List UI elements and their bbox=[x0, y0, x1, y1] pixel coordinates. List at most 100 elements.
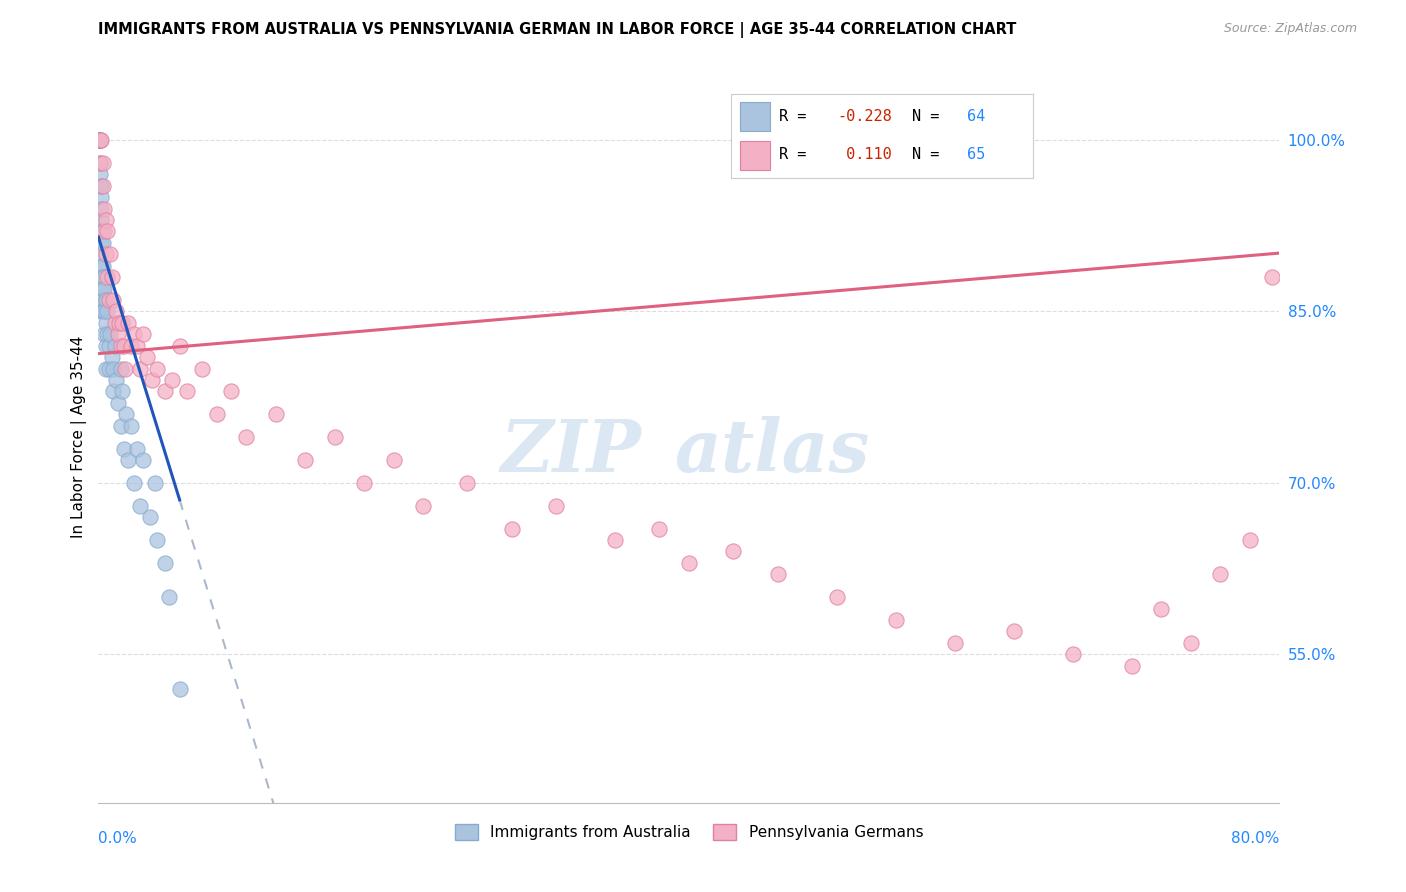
Point bbox=[98, 247, 121, 261]
Point bbox=[176, 384, 198, 399]
Point bbox=[96, 304, 118, 318]
Point bbox=[105, 304, 128, 318]
Point bbox=[103, 293, 125, 307]
Point bbox=[219, 384, 242, 399]
Text: R =: R = bbox=[779, 147, 815, 162]
Point bbox=[1121, 658, 1143, 673]
Point bbox=[128, 361, 150, 376]
Point bbox=[98, 327, 121, 342]
Point bbox=[136, 350, 159, 364]
Point bbox=[122, 475, 145, 490]
Legend: Immigrants from Australia, Pennsylvania Germans: Immigrants from Australia, Pennsylvania … bbox=[449, 818, 929, 847]
Point bbox=[89, 156, 111, 170]
Point bbox=[90, 213, 112, 227]
Point bbox=[91, 235, 114, 250]
Point bbox=[132, 453, 155, 467]
Point bbox=[93, 224, 115, 238]
Point bbox=[1239, 533, 1261, 547]
Point bbox=[94, 293, 117, 307]
Text: ZIP: ZIP bbox=[501, 417, 641, 487]
Text: N =: N = bbox=[912, 109, 949, 124]
Point bbox=[90, 259, 112, 273]
Point bbox=[146, 361, 169, 376]
Point bbox=[89, 133, 111, 147]
Point bbox=[723, 544, 745, 558]
Point bbox=[1180, 636, 1202, 650]
Point bbox=[157, 590, 180, 604]
Point bbox=[456, 475, 478, 490]
Point bbox=[89, 133, 111, 147]
Point bbox=[90, 202, 112, 216]
Point bbox=[501, 521, 523, 535]
Point bbox=[112, 442, 135, 456]
Point bbox=[90, 235, 112, 250]
Point bbox=[100, 350, 122, 364]
Point bbox=[111, 316, 134, 330]
FancyBboxPatch shape bbox=[740, 103, 770, 131]
Point bbox=[125, 442, 148, 456]
Point bbox=[93, 270, 115, 285]
Point bbox=[108, 316, 131, 330]
Point bbox=[120, 418, 142, 433]
Text: -0.228: -0.228 bbox=[837, 109, 891, 124]
Text: Source: ZipAtlas.com: Source: ZipAtlas.com bbox=[1223, 22, 1357, 36]
Point bbox=[162, 373, 183, 387]
Point bbox=[97, 293, 120, 307]
Point bbox=[605, 533, 627, 547]
Point bbox=[89, 167, 111, 181]
Point bbox=[97, 361, 120, 376]
Text: 0.0%: 0.0% bbox=[98, 831, 138, 847]
Point bbox=[169, 339, 191, 353]
Point bbox=[90, 178, 112, 193]
Point bbox=[107, 327, 129, 342]
Text: IMMIGRANTS FROM AUSTRALIA VS PENNSYLVANIA GERMAN IN LABOR FORCE | AGE 35-44 CORR: IMMIGRANTS FROM AUSTRALIA VS PENNSYLVANI… bbox=[98, 22, 1017, 38]
Point bbox=[323, 430, 346, 444]
Point bbox=[93, 202, 115, 216]
Point bbox=[90, 247, 112, 261]
Point bbox=[89, 156, 111, 170]
Point bbox=[89, 133, 111, 147]
Point bbox=[96, 327, 118, 342]
Point bbox=[117, 453, 139, 467]
Point bbox=[103, 361, 125, 376]
Point bbox=[115, 407, 138, 421]
Point bbox=[91, 304, 114, 318]
Point bbox=[96, 224, 118, 238]
Point bbox=[91, 293, 114, 307]
Point bbox=[93, 281, 115, 295]
Point bbox=[235, 430, 257, 444]
Point bbox=[1261, 270, 1284, 285]
Point bbox=[114, 361, 136, 376]
Point bbox=[91, 270, 114, 285]
Point bbox=[143, 475, 166, 490]
Point bbox=[153, 384, 176, 399]
Point bbox=[94, 213, 117, 227]
Text: N =: N = bbox=[912, 147, 949, 162]
Point bbox=[1150, 601, 1173, 615]
Text: atlas: atlas bbox=[673, 417, 869, 487]
Text: 0.110: 0.110 bbox=[837, 147, 891, 162]
Point bbox=[117, 316, 139, 330]
Point bbox=[93, 304, 115, 318]
Point bbox=[128, 499, 150, 513]
Point bbox=[111, 384, 134, 399]
Point bbox=[169, 681, 191, 696]
Point bbox=[104, 339, 127, 353]
Point bbox=[205, 407, 228, 421]
Point bbox=[825, 590, 848, 604]
Point bbox=[89, 133, 111, 147]
Text: 65: 65 bbox=[967, 147, 986, 162]
Point bbox=[105, 373, 128, 387]
Point bbox=[353, 475, 375, 490]
Point bbox=[90, 270, 112, 285]
Point bbox=[93, 327, 115, 342]
Point bbox=[112, 339, 135, 353]
Point bbox=[90, 133, 112, 147]
Point bbox=[766, 567, 789, 582]
Point bbox=[264, 407, 287, 421]
Point bbox=[294, 453, 316, 467]
Point bbox=[122, 327, 145, 342]
Point bbox=[1002, 624, 1025, 639]
Point bbox=[89, 133, 111, 147]
Point bbox=[94, 247, 117, 261]
